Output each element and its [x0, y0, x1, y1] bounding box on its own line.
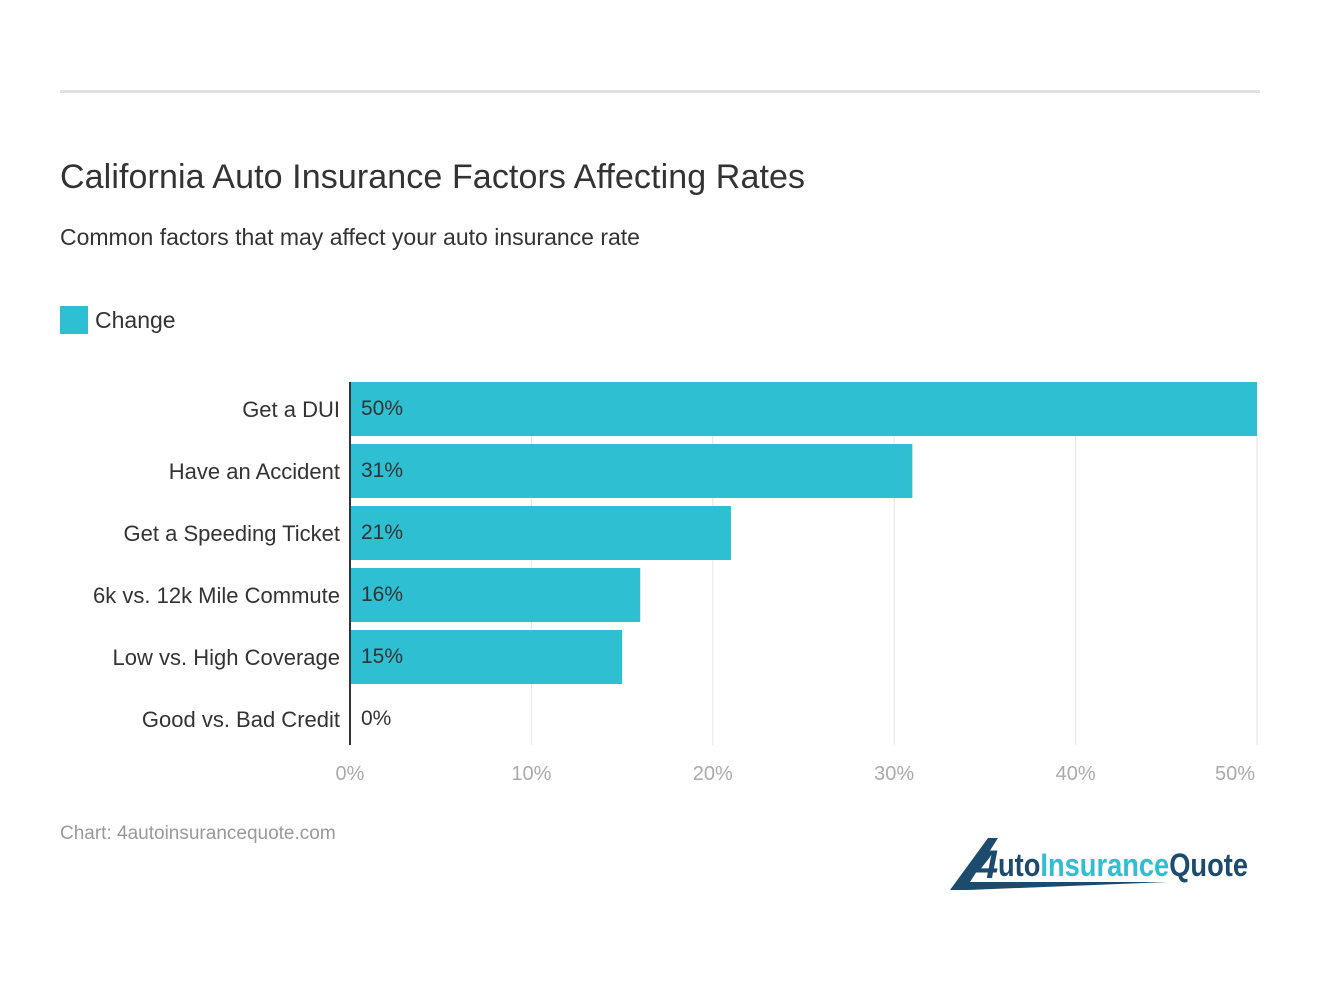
bar [350, 506, 731, 560]
x-tick-label: 10% [511, 763, 551, 785]
category-label: Good vs. Bad Credit [142, 707, 340, 732]
bar [350, 568, 641, 622]
category-label: Get a Speeding Ticket [124, 521, 340, 546]
category-label: Have an Accident [169, 459, 340, 484]
x-tick-label: 30% [874, 763, 914, 785]
top-divider [60, 90, 1260, 93]
bar [350, 630, 623, 684]
data-label: 15% [361, 645, 403, 668]
category-label: 6k vs. 12k Mile Commute [93, 583, 340, 608]
data-label: 0% [361, 707, 391, 730]
legend-swatch [60, 306, 88, 334]
data-label: 50% [361, 397, 403, 420]
category-label: Low vs. High Coverage [113, 645, 340, 670]
data-label: 21% [361, 521, 403, 544]
bar [350, 382, 1257, 436]
chart-title: California Auto Insurance Factors Affect… [60, 158, 806, 196]
x-tick-label: 0% [336, 763, 365, 785]
x-tick-label: 20% [693, 763, 733, 785]
svg-text:utoInsuranceQuote: utoInsuranceQuote [998, 847, 1248, 883]
brand-logo: 4 utoInsuranceQuote [950, 838, 1248, 890]
data-label: 31% [361, 459, 403, 482]
x-tick-label: 40% [1056, 763, 1096, 785]
chart-subtitle: Common factors that may affect your auto… [60, 224, 640, 250]
legend-label: Change [95, 306, 176, 333]
category-label: Get a DUI [242, 397, 340, 422]
chart-source: Chart: 4autoinsurancequote.com [60, 823, 336, 844]
bar [350, 444, 913, 498]
x-tick-label: 50% [1215, 763, 1255, 785]
legend: Change [60, 306, 176, 334]
svg-text:4: 4 [975, 843, 998, 887]
data-label: 16% [361, 583, 403, 606]
